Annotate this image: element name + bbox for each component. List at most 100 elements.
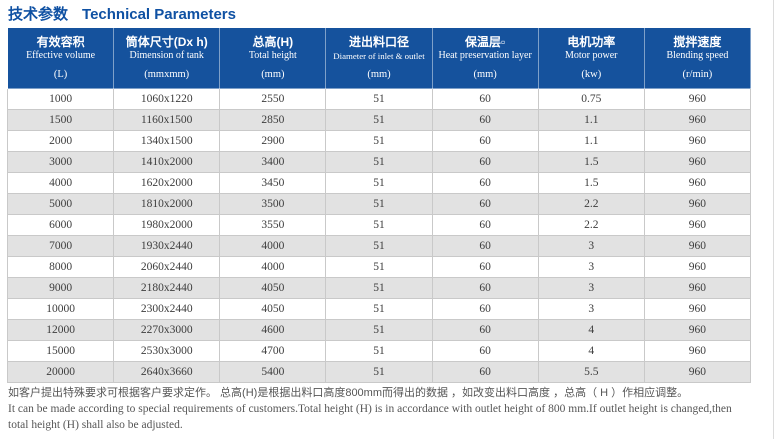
table-cell: 60 — [431, 256, 539, 278]
table-cell: 20000 — [6, 361, 115, 383]
table-cell: 3500 — [219, 193, 327, 215]
table-cell: 960 — [643, 88, 752, 110]
table-cell: 3400 — [219, 151, 327, 173]
table-row: 1500 1160x1500 2850 51 60 1.1 960 — [6, 109, 752, 131]
table-cell: 960 — [643, 319, 752, 341]
note-line-cn: 如客户提出特殊要求可根据客户要求定作。 总高(H)是根据出料口高度800mm而得… — [8, 387, 689, 399]
table-row: 7000 1930x2440 4000 51 60 3 960 — [6, 235, 752, 257]
table-cell: 60 — [431, 235, 539, 257]
table-cell: 4600 — [219, 319, 327, 341]
table-cell: 2300x2440 — [113, 298, 221, 320]
table-row: 15000 2530x3000 4700 51 60 4 960 — [6, 340, 752, 362]
table-cell: 960 — [643, 172, 752, 194]
table-cell: 51 — [325, 256, 433, 278]
table-cell: 3 — [537, 277, 645, 299]
footer-notes: 如客户提出特殊要求可根据客户要求定作。 总高(H)是根据出料口高度800mm而得… — [8, 385, 748, 433]
table-cell: 1980x2000 — [113, 214, 221, 236]
table-cell: 60 — [431, 151, 539, 173]
table-cell: 960 — [643, 193, 752, 215]
table-cell: 51 — [325, 172, 433, 194]
table-row: 5000 1810x2000 3500 51 60 2.2 960 — [6, 193, 752, 215]
table-cell: 5400 — [219, 361, 327, 383]
table-cell: 12000 — [6, 319, 115, 341]
table-cell: 51 — [325, 151, 433, 173]
table-cell: 6000 — [6, 214, 115, 236]
table-cell: 1160x1500 — [113, 109, 221, 131]
table-cell: 960 — [643, 340, 752, 362]
table-row: 1000 1060x1220 2550 51 60 0.75 960 — [6, 88, 752, 110]
table-cell: 51 — [325, 214, 433, 236]
table-cell: 2.2 — [537, 214, 645, 236]
column-header: 搅拌速度 Blending speed (r/min) — [643, 27, 752, 89]
table-cell: 2270x3000 — [113, 319, 221, 341]
table-cell: 60 — [431, 130, 539, 152]
table-cell: 4000 — [6, 172, 115, 194]
table-row: 20000 2640x3660 5400 51 60 5.5 960 — [6, 361, 752, 383]
table-cell: 960 — [643, 130, 752, 152]
table-row: 6000 1980x2000 3550 51 60 2.2 960 — [6, 214, 752, 236]
column-header: 总高(H) Total height (mm) — [219, 27, 327, 89]
note-line-en-1: It can be made according to special requ… — [8, 403, 732, 415]
page-title-cn: 技术参数 — [8, 6, 69, 23]
table-cell: 1060x1220 — [113, 88, 221, 110]
table-cell: 60 — [431, 214, 539, 236]
column-header: 有效容积 Effective volume (L) — [6, 27, 115, 89]
table-cell: 2.2 — [537, 193, 645, 215]
table-cell: 51 — [325, 235, 433, 257]
table-cell: 60 — [431, 298, 539, 320]
table-cell: 960 — [643, 214, 752, 236]
table-row: 2000 1340x1500 2900 51 60 1.1 960 — [6, 130, 752, 152]
table-cell: 960 — [643, 361, 752, 383]
table-cell: 4050 — [219, 277, 327, 299]
table-cell: 51 — [325, 88, 433, 110]
table-cell: 60 — [431, 319, 539, 341]
table-cell: 60 — [431, 88, 539, 110]
table-cell: 8000 — [6, 256, 115, 278]
table-cell: 51 — [325, 298, 433, 320]
table-row: 9000 2180x2440 4050 51 60 3 960 — [6, 277, 752, 299]
table-cell: 2640x3660 — [113, 361, 221, 383]
table-cell: 60 — [431, 277, 539, 299]
table-cell: 10000 — [6, 298, 115, 320]
table-cell: 4 — [537, 319, 645, 341]
table-cell: 2180x2440 — [113, 277, 221, 299]
table-cell: 4700 — [219, 340, 327, 362]
table-cell: 2900 — [219, 130, 327, 152]
table-cell: 3 — [537, 298, 645, 320]
table-cell: 60 — [431, 193, 539, 215]
table-cell: 4000 — [219, 256, 327, 278]
note-line-en-2: total height (H) shall also be adjusted. — [8, 419, 183, 431]
table-cell: 1.1 — [537, 130, 645, 152]
table-cell: 960 — [643, 256, 752, 278]
column-header: 保温层▫ Heat preservation layer (mm) — [431, 27, 539, 89]
page-right-divider — [773, 0, 774, 439]
table-row: 10000 2300x2440 4050 51 60 3 960 — [6, 298, 752, 320]
table-cell: 60 — [431, 340, 539, 362]
table-cell: 51 — [325, 130, 433, 152]
column-header: 电机功率 Motor power (kw) — [537, 27, 645, 89]
table-cell: 1.5 — [537, 172, 645, 194]
table-cell: 960 — [643, 298, 752, 320]
table-row: 4000 1620x2000 3450 51 60 1.5 960 — [6, 172, 752, 194]
table-cell: 3 — [537, 256, 645, 278]
table-cell: 2530x3000 — [113, 340, 221, 362]
table-cell: 60 — [431, 172, 539, 194]
table-cell: 1.5 — [537, 151, 645, 173]
table-cell: 5.5 — [537, 361, 645, 383]
table-cell: 2000 — [6, 130, 115, 152]
table-cell: 3550 — [219, 214, 327, 236]
table-cell: 960 — [643, 235, 752, 257]
table-cell: 2850 — [219, 109, 327, 131]
table-row: 8000 2060x2440 4000 51 60 3 960 — [6, 256, 752, 278]
table-header: 有效容积 Effective volume (L) 筒体尺寸(Dx h) Dimensi… — [6, 27, 752, 89]
table-cell: 960 — [643, 151, 752, 173]
table-cell: 60 — [431, 109, 539, 131]
table-cell: 4000 — [219, 235, 327, 257]
table-cell: 51 — [325, 361, 433, 383]
table-header-row: 有效容积 Effective volume (L) 筒体尺寸(Dx h) Dimensi… — [6, 27, 752, 89]
table-cell: 7000 — [6, 235, 115, 257]
table-cell: 15000 — [6, 340, 115, 362]
table-row: 3000 1410x2000 3400 51 60 1.5 960 — [6, 151, 752, 173]
table-cell: 51 — [325, 277, 433, 299]
technical-parameters-table: 有效容积 Effective volume (L) 筒体尺寸(Dx h) Dimensi… — [6, 27, 752, 383]
